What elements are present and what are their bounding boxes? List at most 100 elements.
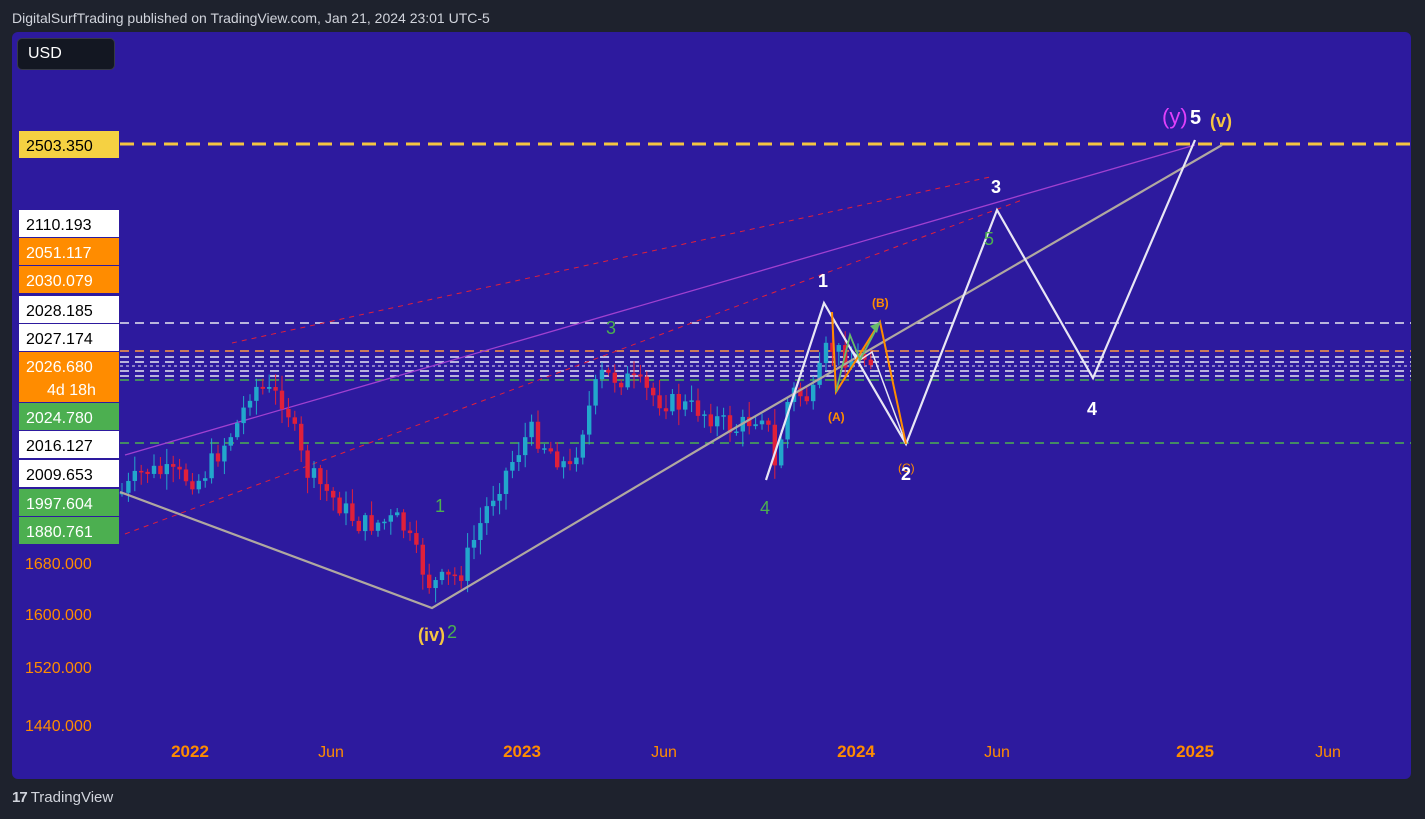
candle-body	[715, 416, 720, 427]
price-tag-label: 2016.127	[26, 438, 93, 455]
candle-body	[753, 424, 758, 427]
x-tick-label: 2025	[1176, 742, 1214, 761]
candle-body	[676, 393, 681, 410]
candle-body	[542, 448, 547, 450]
candle-body	[331, 490, 336, 498]
candle-body	[190, 481, 195, 490]
price-tag-countdown: 4d 18h	[47, 382, 96, 399]
candle-body	[292, 417, 297, 424]
currency-selector[interactable]: USD	[17, 38, 115, 70]
x-tick-label: 2024	[837, 742, 875, 761]
candle-body	[759, 420, 765, 425]
candle-body	[273, 387, 278, 391]
candle-body	[817, 362, 822, 385]
candle-body	[343, 503, 349, 514]
candle-body	[516, 455, 521, 463]
candle-body	[619, 382, 624, 388]
candle-body	[849, 361, 854, 368]
price-tag-label: 2028.185	[26, 303, 93, 320]
price-tag-label: 2110.193	[26, 217, 92, 234]
candle-body	[830, 342, 835, 352]
candle-body	[548, 448, 553, 452]
price-tag-label: 2027.174	[26, 331, 93, 348]
price-tag-label: 2503.350	[26, 138, 93, 155]
candle-body	[324, 484, 329, 491]
candle-body	[651, 387, 656, 396]
candle-body	[631, 373, 637, 376]
candle-body	[657, 395, 662, 409]
candle-body	[644, 376, 649, 388]
candle-body	[222, 445, 227, 462]
candle-body	[523, 437, 528, 456]
candle-body	[299, 423, 304, 451]
candle-body	[203, 478, 208, 481]
candle-body	[350, 503, 355, 521]
candle-body	[209, 453, 214, 479]
wave-label: (A)	[828, 410, 845, 424]
wave-label: 5	[984, 229, 994, 249]
chart-panel[interactable]: (y) 5 (v) 3 5 1 (B) (A) (C) 2 4 3 4 1 (iv) 2 2503.350 211…	[12, 32, 1411, 779]
candle-body	[670, 393, 675, 412]
candle-body	[196, 480, 201, 490]
candle-body	[683, 401, 688, 410]
wave-label: (iv)	[418, 625, 445, 645]
candle-body	[356, 520, 361, 532]
channel-line	[124, 144, 1196, 456]
price-tag	[19, 403, 119, 430]
candle-body	[497, 493, 502, 501]
wave-label: (v)	[1210, 111, 1232, 131]
projection-path	[764, 139, 1197, 481]
price-tag-label: 2024.780	[26, 410, 93, 427]
wave-label: 1	[435, 496, 445, 516]
candle-body	[561, 461, 566, 468]
candle-body	[241, 407, 246, 424]
candle-body	[535, 421, 541, 449]
candle-body	[804, 396, 809, 402]
y-tick-label: 1680.000	[25, 556, 92, 573]
candle-body	[363, 515, 368, 532]
candle-body	[663, 408, 669, 412]
candle-body	[695, 400, 701, 416]
y-tick-label: 1520.000	[25, 660, 92, 677]
publisher-line: DigitalSurfTrading published on TradingV…	[12, 10, 490, 26]
candle-body	[267, 387, 272, 389]
arrow-head-icon	[870, 322, 880, 333]
candle-body	[612, 372, 617, 383]
candle-body	[439, 571, 445, 581]
candle-body	[151, 465, 157, 474]
candle-body	[702, 414, 707, 416]
candle-body	[510, 462, 515, 471]
y-tick-label: 1600.000	[25, 607, 92, 624]
candle-body	[279, 390, 285, 409]
candle-body	[484, 506, 489, 524]
brand-name: TradingView	[30, 789, 114, 806]
candle-body	[798, 387, 803, 397]
projection-path	[849, 347, 907, 445]
wave-label: 4	[760, 498, 770, 518]
price-tag	[19, 296, 119, 323]
candle-body	[401, 512, 406, 531]
candle-body	[555, 451, 560, 468]
candle-body	[177, 466, 182, 470]
x-tick-label: Jun	[651, 744, 677, 761]
candle-body	[606, 369, 611, 373]
candle-body	[625, 373, 630, 388]
candle-body	[311, 468, 317, 478]
price-tag	[19, 324, 119, 351]
wave-label: 4	[1087, 399, 1097, 419]
candle-body	[491, 500, 496, 507]
candle-body	[260, 386, 265, 389]
candle-body	[836, 345, 841, 352]
candle-body	[503, 470, 509, 494]
y-tick-label: 1440.000	[25, 718, 92, 735]
candle-body	[164, 464, 169, 475]
candle-body	[420, 544, 425, 575]
wave-path	[119, 144, 1223, 610]
price-tag	[19, 131, 119, 158]
price-tag	[19, 489, 119, 516]
candle-body	[599, 369, 605, 380]
price-tag-label: 2009.653	[26, 467, 93, 484]
candle-body	[574, 457, 579, 465]
candle-body	[388, 515, 393, 522]
